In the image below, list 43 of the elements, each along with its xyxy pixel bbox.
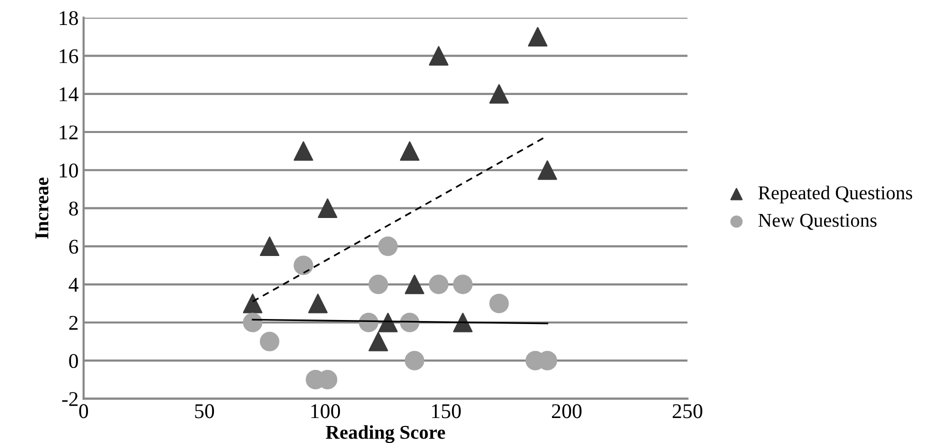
x-tick-label: 0 (79, 404, 88, 418)
y-tick-label: 10 (60, 163, 78, 178)
legend-label: New Questions (758, 214, 877, 230)
y-tick-label: 12 (60, 125, 78, 140)
x-axis-title: Reading Score (326, 425, 446, 443)
point (538, 160, 558, 180)
y-tick-label: 16 (60, 49, 78, 64)
y-tick-label: 2 (69, 316, 78, 330)
y-tick-label: -2 (62, 392, 78, 406)
point (294, 141, 314, 161)
point (318, 198, 338, 218)
x-tick-label: 100 (311, 404, 340, 418)
point (242, 294, 262, 314)
x-tick-label: 250 (672, 404, 702, 418)
point (368, 274, 388, 294)
x-tick-label: 150 (432, 404, 461, 418)
point (260, 236, 280, 256)
point (400, 141, 420, 161)
point (368, 332, 388, 352)
y-tick-label: 8 (69, 202, 78, 216)
point (489, 294, 509, 314)
legend-label: Repeated Questions (758, 186, 912, 204)
y-tick-label: 0 (69, 354, 78, 368)
x-tick-label: 50 (195, 404, 214, 418)
point (453, 274, 473, 294)
point (378, 312, 398, 332)
point (260, 332, 280, 352)
point (489, 84, 509, 104)
point (242, 312, 262, 332)
point (294, 256, 314, 276)
point (528, 27, 548, 47)
x-tick-label: 200 (552, 404, 582, 418)
point (404, 274, 424, 294)
point (378, 236, 398, 256)
y-axis-title: Increae (35, 178, 48, 239)
point (428, 274, 448, 294)
point (308, 294, 328, 314)
y-tick-label: 4 (68, 278, 78, 292)
point (404, 350, 424, 370)
point (428, 46, 448, 66)
y-tick-label: 6 (69, 240, 78, 254)
y-tick-label: 18 (60, 11, 78, 26)
y-tick-label: 14 (60, 87, 78, 102)
